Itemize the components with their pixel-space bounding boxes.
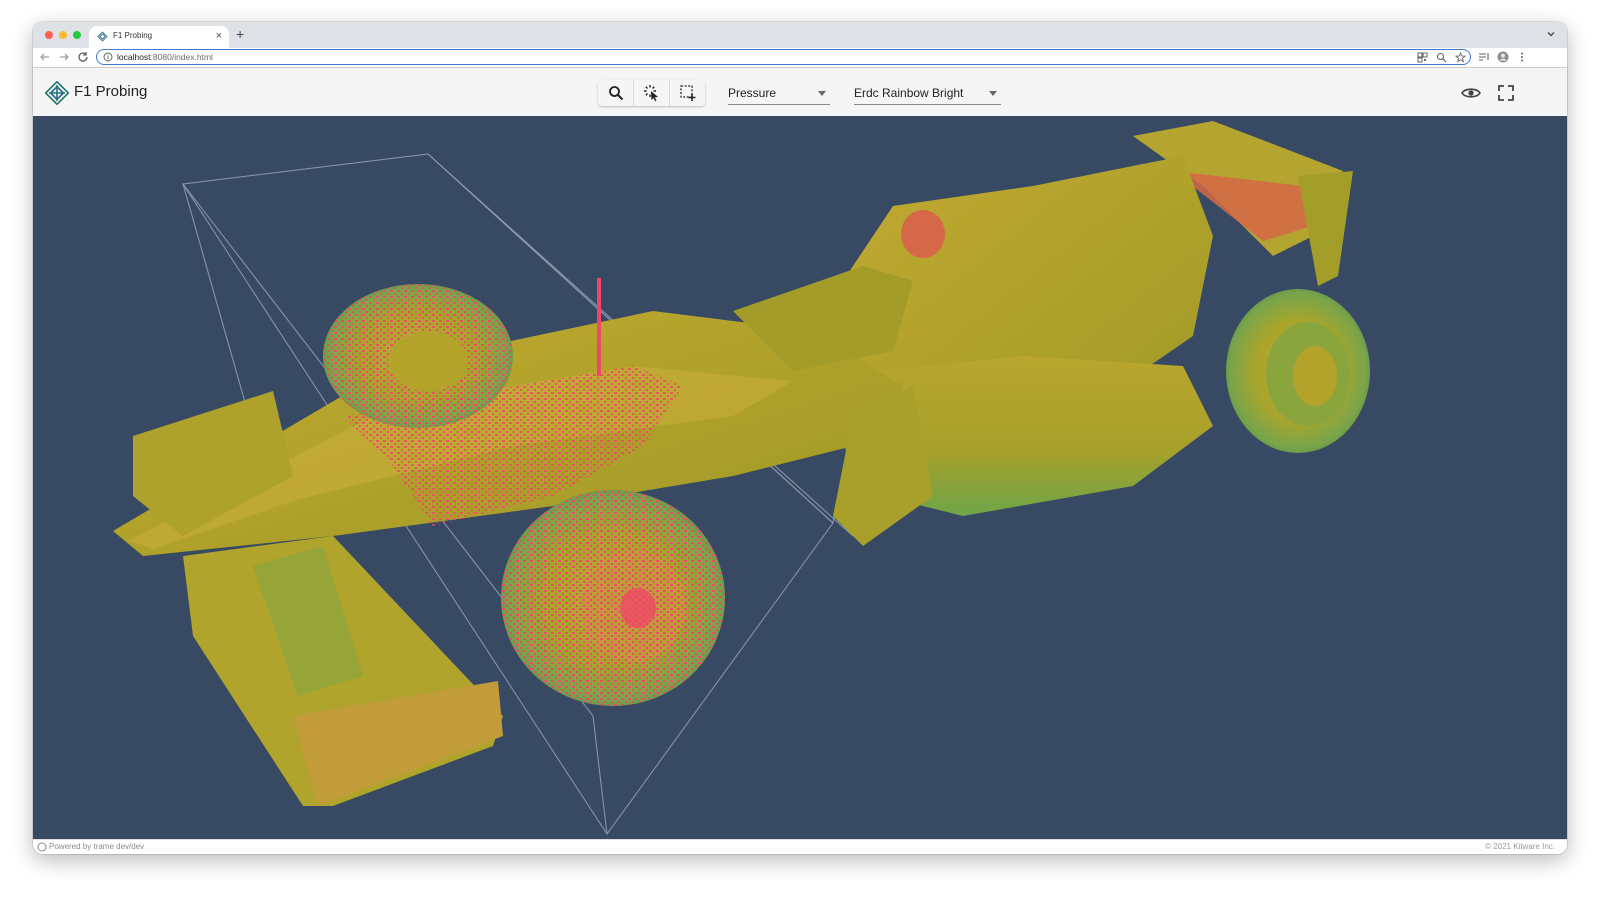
minimize-window-button[interactable] [59, 31, 67, 39]
forward-icon[interactable] [57, 50, 71, 64]
search-icon [609, 86, 624, 101]
url-text: localhost:8080/index.html [117, 52, 213, 62]
url-host: localhost [117, 52, 151, 62]
colormap-select-value: Erdc Rainbow Bright [854, 86, 964, 100]
reload-icon[interactable] [76, 50, 90, 64]
site-info-icon[interactable] [103, 52, 113, 62]
button-divider [669, 80, 670, 106]
button-divider [633, 80, 634, 106]
trame-logo-icon [45, 81, 69, 105]
chevron-down-icon [818, 91, 826, 96]
browser-tab[interactable]: F1 Probing × [89, 26, 229, 48]
profile-avatar-icon[interactable] [1497, 51, 1509, 63]
status-circle-icon [37, 842, 47, 852]
tool-button-group [598, 80, 705, 106]
airbox-intake [901, 210, 945, 258]
select-region-button[interactable] [670, 80, 705, 106]
front-right-tire [501, 490, 725, 706]
render-viewport[interactable] [33, 116, 1567, 839]
tab-search-chevron-icon[interactable] [1545, 28, 1557, 40]
cockpit [733, 266, 913, 371]
app-title: F1 Probing [74, 83, 148, 100]
browser-window: F1 Probing × + localhost:8080/index.html [33, 22, 1567, 854]
rear-wing [1133, 121, 1353, 286]
eye-icon [1461, 88, 1481, 98]
front-left-tire [323, 284, 513, 428]
fullscreen-icon [1498, 85, 1514, 101]
reset-camera-button[interactable] [598, 80, 633, 106]
rear-tire [1226, 289, 1370, 453]
close-window-button[interactable] [45, 31, 53, 39]
tab-close-icon[interactable]: × [215, 30, 222, 42]
field-select[interactable]: Pressure [728, 82, 830, 105]
url-path: :8080/index.html [150, 52, 213, 62]
scene-canvas[interactable] [33, 116, 1567, 839]
browser-menu-icon[interactable] [1516, 51, 1528, 63]
app-footer: Powered by trame dev/dev © 2021 Kitware … [33, 839, 1567, 854]
colormap-select[interactable]: Erdc Rainbow Bright [854, 82, 1001, 105]
zoom-icon[interactable] [1436, 52, 1447, 63]
probe-pointer-button[interactable] [634, 80, 669, 106]
front-wing [133, 391, 503, 806]
app-favicon-icon [97, 31, 108, 42]
tab-title: F1 Probing [113, 31, 153, 40]
probe-pointer-icon [644, 85, 658, 102]
fullscreen-button[interactable] [1494, 81, 1518, 105]
maximize-window-button[interactable] [73, 31, 81, 39]
tab-strip: F1 Probing × + [33, 22, 1567, 48]
reading-list-icon[interactable] [1478, 51, 1490, 63]
floor-edge [833, 386, 933, 546]
select-region-icon [680, 85, 696, 101]
powered-by-text: Powered by trame dev/dev [49, 842, 145, 851]
qr-code-icon[interactable] [1417, 52, 1428, 63]
new-tab-icon[interactable]: + [236, 26, 245, 42]
chevron-down-icon [989, 91, 997, 96]
copyright-text: © 2021 Kitware Inc. [1485, 842, 1555, 851]
probe-region [343, 366, 683, 526]
field-select-value: Pressure [728, 86, 777, 100]
back-icon[interactable] [38, 50, 52, 64]
browser-toolbar: localhost:8080/index.html [33, 48, 1567, 68]
toggle-visibility-button[interactable] [1459, 81, 1483, 105]
address-bar[interactable]: localhost:8080/index.html [96, 49, 1471, 65]
app-toolbar: F1 Probing [33, 68, 1567, 116]
bookmark-star-icon[interactable] [1455, 52, 1466, 63]
